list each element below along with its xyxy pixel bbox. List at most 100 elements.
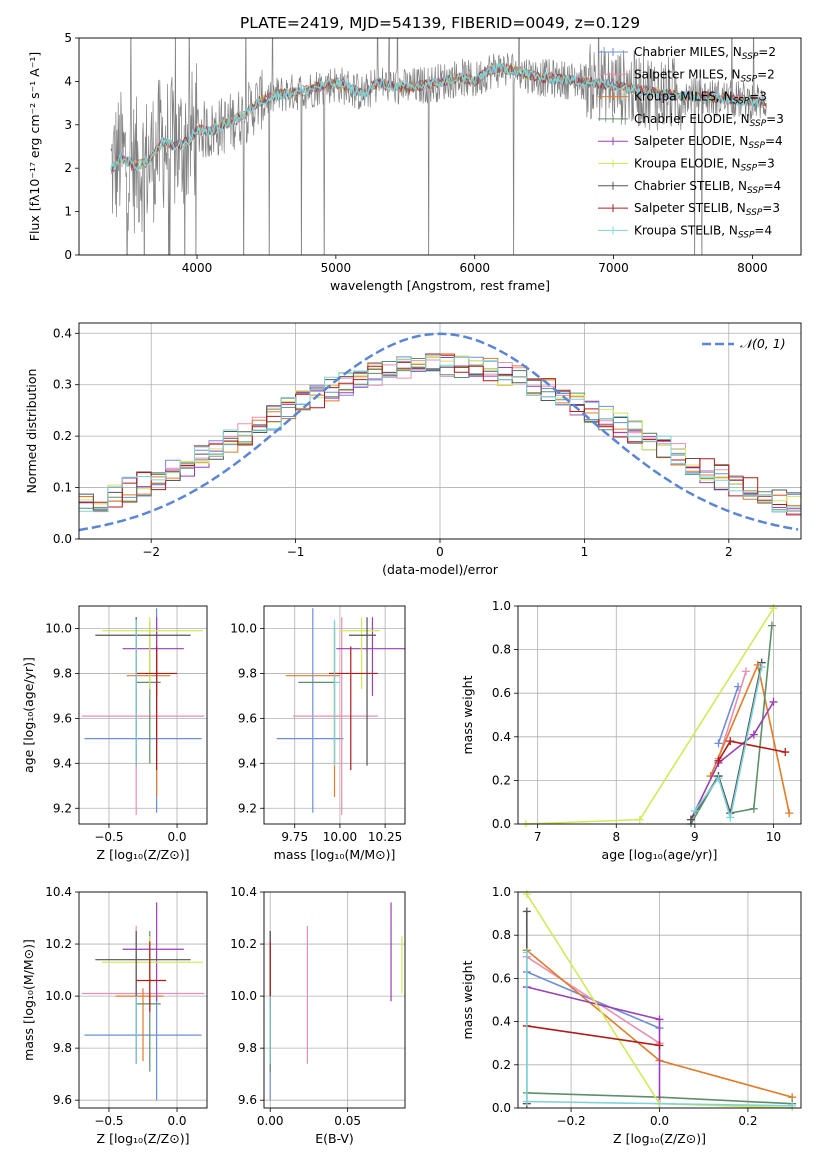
series-marker: [635, 815, 644, 824]
y-tick-label: 3: [64, 118, 72, 132]
series-line: [526, 1025, 660, 1047]
y-tick-label: 9.4: [238, 756, 257, 770]
series-marker: [522, 948, 531, 957]
legend-label: Chabrier ELODIE, NSSP=3: [634, 112, 784, 129]
y-tick-label: 10.0: [45, 621, 72, 635]
series-marker: [655, 1015, 664, 1024]
x-tick-label: 0.0: [167, 1114, 186, 1128]
histogram-step: [79, 354, 801, 521]
series-marker: [726, 813, 735, 822]
y-tick-label: 0.0: [492, 1101, 511, 1115]
mass-vs-EBV-panel: 0.00 0.05 9.6 9.8 10.0 10.2 10.4 E(B-V): [230, 885, 406, 1146]
errorbars: [276, 608, 405, 816]
spectrum-lines: [110, 38, 767, 255]
age-vs-mass-panel: 9.75 10.00 10.25 9.2 9.4 9.6 9.8 10.0 mass [log₁…: [230, 605, 406, 862]
y-tick-label: 0.3: [53, 378, 72, 392]
spectrum-model-line: [110, 61, 767, 172]
spectrum-legend: Chabrier MILES, NSSP=2 Salpeter MILES, NS…: [598, 45, 784, 240]
y-axis-label: mass weight: [460, 675, 475, 754]
series-marker: [781, 748, 790, 757]
x-axis-label: mass [log₁₀(M/M⊙)]: [274, 847, 396, 862]
series-marker: [655, 1041, 664, 1050]
mass-weight-vs-age-panel: 7 8 9 10 0.0 0.2 0.4 0.6 0.8 1.0 age [log₁₀(age/yr…: [460, 599, 802, 862]
y-tick-label: 1.0: [492, 885, 511, 899]
y-tick-label: 0.8: [492, 928, 511, 942]
x-axis-label: age [log₁₀(age/yr)]: [602, 847, 718, 862]
series-lines: [521, 604, 794, 827]
x-tick-label: 6000: [459, 261, 490, 275]
y-tick-label: 9.8: [53, 666, 72, 680]
series-marker: [726, 737, 735, 746]
y-tick-label: 1: [64, 205, 72, 219]
y-tick-label: 0.2: [492, 1058, 511, 1072]
y-tick-label: 9.8: [238, 1041, 257, 1055]
legend-label: Salpeter ELODIE, NSSP=4: [634, 134, 783, 151]
y-tick-label: 2: [64, 161, 72, 175]
spectrum-model-line: [110, 63, 767, 174]
x-tick-label: 10.00: [323, 830, 357, 844]
errorbars: [269, 902, 403, 1101]
figure-title: PLATE=2419, MJD=54139, FIBERID=0049, z=0…: [240, 14, 640, 32]
y-axis-label: mass [log₁₀(M/M⊙)]: [21, 939, 36, 1061]
series-marker: [522, 1097, 531, 1106]
series-marker: [785, 809, 794, 818]
y-tick-label: 9.8: [238, 666, 257, 680]
y-tick-label: 9.8: [53, 1041, 72, 1055]
y-tick-label: 0.4: [492, 730, 511, 744]
series-marker: [769, 697, 778, 706]
y-tick-label: 0.0: [492, 817, 511, 831]
x-tick-label: 0: [436, 545, 444, 559]
x-tick-label: 8000: [737, 261, 768, 275]
y-tick-label: 9.4: [53, 756, 72, 770]
y-tick-label: 9.6: [53, 711, 72, 725]
y-axis-label: Normed distribution: [24, 369, 39, 494]
y-tick-label: 10.2: [230, 937, 257, 951]
series-marker: [749, 730, 758, 739]
x-tick-label: 1: [581, 545, 589, 559]
series-marker: [769, 604, 778, 613]
legend-label: Kroupa STELIB, NSSP=4: [634, 223, 772, 240]
legend-label: Salpeter STELIB, NSSP=3: [634, 201, 780, 218]
histogram-panel: −2 −1 0 1 2 0.0 0.1 0.2 0.3 0.4 (data-model)/error…: [24, 322, 802, 577]
y-tick-label: 9.6: [53, 1093, 72, 1107]
series-line: [717, 671, 747, 759]
legend-label: Salpeter MILES, NSSP=2: [634, 67, 775, 84]
x-axis-label: wavelength [Angstrom, rest frame]: [330, 278, 550, 293]
series-marker: [741, 667, 750, 676]
x-tick-label: 0.2: [738, 1114, 757, 1128]
x-tick-label: 0.0: [650, 1114, 669, 1128]
series-marker: [714, 774, 723, 783]
y-tick-label: 0: [64, 248, 72, 262]
x-tick-label: 10.25: [368, 830, 402, 844]
series-line: [690, 701, 775, 820]
x-tick-label: 7: [534, 830, 542, 844]
x-axis-label: E(B-V): [315, 1131, 354, 1146]
axes-frame: [78, 37, 802, 256]
age-vs-Z-panel: −0.5 0.0 9.2 9.4 9.6 9.8 10.0 Z [log₁₀(Z/Z⊙)] ag…: [21, 605, 208, 862]
x-axis-label: Z [log₁₀(Z/Z⊙)]: [613, 1131, 706, 1146]
spectrum-panel: 4000 5000 6000 7000 8000 0 1 2 3 4 5 wavelength [An…: [27, 31, 802, 293]
axes-frame: [263, 605, 406, 825]
legend-label: Chabrier STELIB, NSSP=4: [634, 179, 781, 196]
series-lines: [522, 890, 797, 1111]
x-tick-label: 9.75: [281, 830, 308, 844]
y-tick-label: 0.4: [492, 1015, 511, 1029]
series-marker: [690, 806, 699, 815]
legend-label: Kroupa MILES, NSSP=3: [634, 90, 767, 107]
legend-label: Chabrier MILES, NSSP=2: [634, 45, 776, 62]
axes-frame: [78, 605, 208, 825]
x-tick-label: −0.5: [94, 830, 123, 844]
x-tick-label: 4000: [182, 261, 213, 275]
series-marker: [788, 1101, 797, 1110]
y-tick-label: 9.6: [238, 1093, 257, 1107]
y-tick-label: 1.0: [492, 599, 511, 613]
errorbars: [81, 902, 205, 1101]
y-tick-label: 4: [64, 74, 72, 88]
series-marker: [714, 756, 723, 765]
y-tick-label: 10.0: [230, 989, 257, 1003]
y-tick-label: 10.0: [45, 989, 72, 1003]
x-axis-label: (data-model)/error: [382, 562, 499, 577]
x-tick-label: −1: [287, 545, 305, 559]
axes-frame: [78, 891, 208, 1109]
